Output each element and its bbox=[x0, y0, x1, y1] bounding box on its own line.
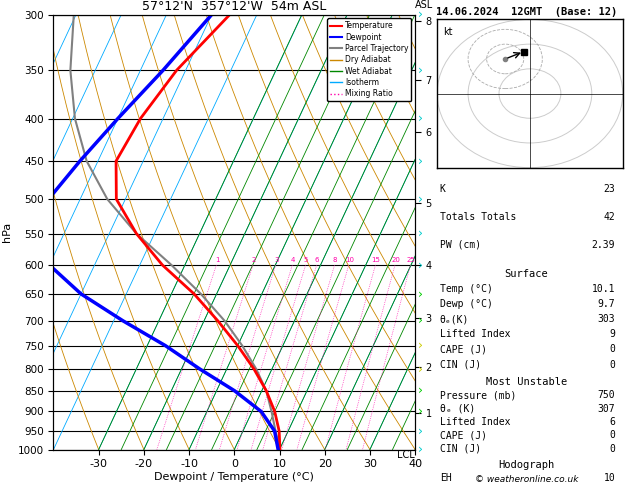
Text: CIN (J): CIN (J) bbox=[440, 360, 481, 370]
Text: 0: 0 bbox=[610, 444, 615, 454]
Text: Lifted Index: Lifted Index bbox=[440, 330, 510, 339]
Text: 10: 10 bbox=[603, 473, 615, 483]
Text: ›: › bbox=[418, 363, 423, 375]
Text: ›: › bbox=[418, 339, 423, 352]
Text: Surface: Surface bbox=[504, 268, 548, 278]
Title: 57°12'N  357°12'W  54m ASL: 57°12'N 357°12'W 54m ASL bbox=[142, 0, 326, 14]
Text: 307: 307 bbox=[598, 404, 615, 414]
Text: 0: 0 bbox=[610, 360, 615, 370]
Text: PW (cm): PW (cm) bbox=[440, 240, 481, 250]
Text: 14.06.2024  12GMT  (Base: 12): 14.06.2024 12GMT (Base: 12) bbox=[436, 7, 618, 17]
Y-axis label: hPa: hPa bbox=[2, 222, 12, 242]
Text: 20: 20 bbox=[391, 257, 400, 263]
Text: 42: 42 bbox=[603, 212, 615, 222]
Text: Hodograph: Hodograph bbox=[498, 460, 555, 469]
Text: 2.39: 2.39 bbox=[592, 240, 615, 250]
Text: 10: 10 bbox=[345, 257, 353, 263]
Text: 8: 8 bbox=[333, 257, 337, 263]
Text: 6: 6 bbox=[315, 257, 320, 263]
Text: ›: › bbox=[418, 64, 423, 77]
Text: ›: › bbox=[418, 424, 423, 437]
Text: 0: 0 bbox=[610, 431, 615, 440]
Text: 303: 303 bbox=[598, 314, 615, 324]
Text: 9.7: 9.7 bbox=[598, 299, 615, 309]
Text: θₑ (K): θₑ (K) bbox=[440, 404, 475, 414]
Text: kt: kt bbox=[443, 27, 453, 37]
Text: ›: › bbox=[418, 8, 423, 21]
Text: km
ASL: km ASL bbox=[415, 0, 433, 10]
Text: CAPE (J): CAPE (J) bbox=[440, 345, 487, 354]
Text: 15: 15 bbox=[372, 257, 381, 263]
Text: ›: › bbox=[418, 112, 423, 125]
Legend: Temperature, Dewpoint, Parcel Trajectory, Dry Adiabat, Wet Adiabat, Isotherm, Mi: Temperature, Dewpoint, Parcel Trajectory… bbox=[327, 18, 411, 101]
Text: 4: 4 bbox=[291, 257, 295, 263]
Text: ›: › bbox=[418, 227, 423, 240]
Text: ›: › bbox=[418, 384, 423, 398]
Text: K: K bbox=[440, 184, 445, 194]
Text: CIN (J): CIN (J) bbox=[440, 444, 481, 454]
Text: 1: 1 bbox=[214, 257, 220, 263]
Text: ›: › bbox=[418, 443, 423, 456]
Text: 750: 750 bbox=[598, 390, 615, 400]
Text: Temp (°C): Temp (°C) bbox=[440, 284, 493, 294]
Text: Most Unstable: Most Unstable bbox=[486, 377, 567, 387]
Text: 2: 2 bbox=[252, 257, 256, 263]
Text: 9: 9 bbox=[610, 330, 615, 339]
Text: Lifted Index: Lifted Index bbox=[440, 417, 510, 427]
Text: LCL: LCL bbox=[398, 450, 415, 460]
Text: 5: 5 bbox=[304, 257, 308, 263]
Text: 6: 6 bbox=[610, 417, 615, 427]
Text: Dewp (°C): Dewp (°C) bbox=[440, 299, 493, 309]
Text: 25: 25 bbox=[406, 257, 415, 263]
Text: CAPE (J): CAPE (J) bbox=[440, 431, 487, 440]
Text: 0: 0 bbox=[610, 345, 615, 354]
Text: ›: › bbox=[418, 192, 423, 206]
Text: ›: › bbox=[418, 405, 423, 418]
X-axis label: Dewpoint / Temperature (°C): Dewpoint / Temperature (°C) bbox=[154, 472, 314, 482]
Text: ›: › bbox=[418, 287, 423, 300]
Text: © weatheronline.co.uk: © weatheronline.co.uk bbox=[475, 474, 579, 484]
Text: Pressure (mb): Pressure (mb) bbox=[440, 390, 516, 400]
Text: 10.1: 10.1 bbox=[592, 284, 615, 294]
Text: θₑ(K): θₑ(K) bbox=[440, 314, 469, 324]
Text: ›: › bbox=[418, 259, 423, 272]
Text: Totals Totals: Totals Totals bbox=[440, 212, 516, 222]
Text: 3: 3 bbox=[274, 257, 279, 263]
Text: ›: › bbox=[418, 155, 423, 168]
Text: EH: EH bbox=[440, 473, 452, 483]
Text: ›: › bbox=[418, 314, 423, 327]
Text: 23: 23 bbox=[603, 184, 615, 194]
